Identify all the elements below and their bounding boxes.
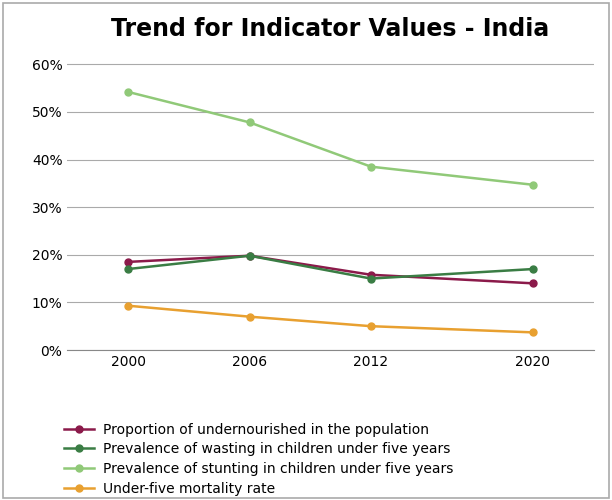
Line: Prevalence of stunting in children under five years: Prevalence of stunting in children under… — [125, 88, 536, 188]
Prevalence of wasting in children under five years — [529, 266, 537, 272]
Proportion of undernourished in the population — [529, 280, 537, 286]
Line: Under-five mortality rate: Under-five mortality rate — [125, 302, 536, 336]
Prevalence of wasting in children under five years — [124, 266, 132, 272]
Prevalence of stunting in children under five years — [246, 120, 253, 126]
Under-five mortality rate — [124, 302, 132, 308]
Prevalence of wasting in children under five years — [367, 276, 375, 281]
Line: Proportion of undernourished in the population: Proportion of undernourished in the popu… — [125, 252, 536, 287]
Proportion of undernourished in the population — [124, 259, 132, 265]
Under-five mortality rate — [246, 314, 253, 320]
Under-five mortality rate — [529, 330, 537, 336]
Proportion of undernourished in the population — [367, 272, 375, 278]
Proportion of undernourished in the population — [246, 252, 253, 258]
Under-five mortality rate — [367, 323, 375, 329]
Prevalence of stunting in children under five years — [124, 89, 132, 95]
Prevalence of stunting in children under five years — [367, 164, 375, 170]
Title: Trend for Indicator Values - India: Trend for Indicator Values - India — [111, 17, 550, 41]
Prevalence of stunting in children under five years — [529, 182, 537, 188]
Line: Prevalence of wasting in children under five years: Prevalence of wasting in children under … — [125, 252, 536, 282]
Legend: Proportion of undernourished in the population, Prevalence of wasting in childre: Proportion of undernourished in the popu… — [64, 423, 453, 496]
Prevalence of wasting in children under five years — [246, 252, 253, 258]
